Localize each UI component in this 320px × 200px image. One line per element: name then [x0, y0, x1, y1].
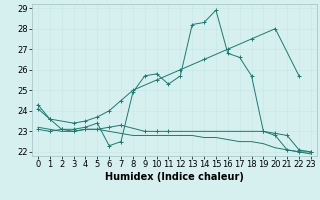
- X-axis label: Humidex (Indice chaleur): Humidex (Indice chaleur): [105, 172, 244, 182]
